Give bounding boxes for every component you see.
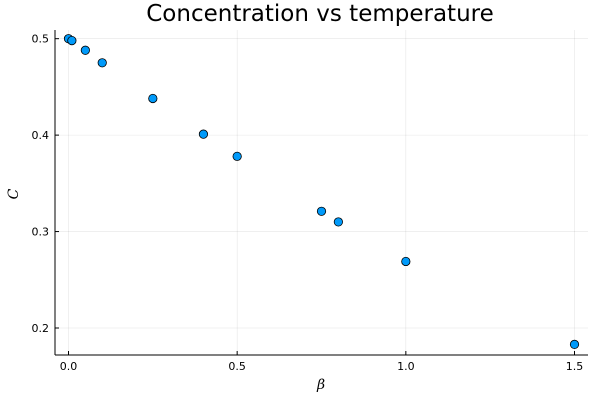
data-point (80, 45, 90, 55)
y-tick-label: 0.2 (32, 322, 50, 335)
y-axis-label: C (6, 188, 22, 199)
data-point (569, 339, 580, 349)
x-tick-label: 1.0 (397, 360, 415, 373)
data-point (148, 93, 158, 104)
data-point (401, 256, 411, 267)
data-points (63, 34, 580, 349)
x-tick-label: 0.0 (60, 360, 78, 373)
y-tick-label: 0.3 (32, 226, 50, 239)
data-point (316, 206, 327, 216)
data-point (333, 217, 343, 227)
axes (54, 30, 588, 356)
data-point (67, 36, 77, 46)
chart-title: Concentration vs temperature (146, 1, 494, 27)
data-point (198, 129, 209, 139)
ticks: 0.0 0.5 1.0 1.5 0.2 0.3 0.4 0.5 (32, 33, 584, 373)
x-tick-label: 0.5 (228, 360, 246, 373)
x-axis-label: β (316, 377, 325, 393)
x-tick-label: 1.5 (566, 360, 584, 373)
grid (55, 30, 588, 355)
data-point (97, 58, 107, 68)
y-tick-label: 0.4 (32, 129, 50, 142)
y-tick-label: 0.5 (32, 33, 50, 46)
data-point (232, 151, 242, 161)
